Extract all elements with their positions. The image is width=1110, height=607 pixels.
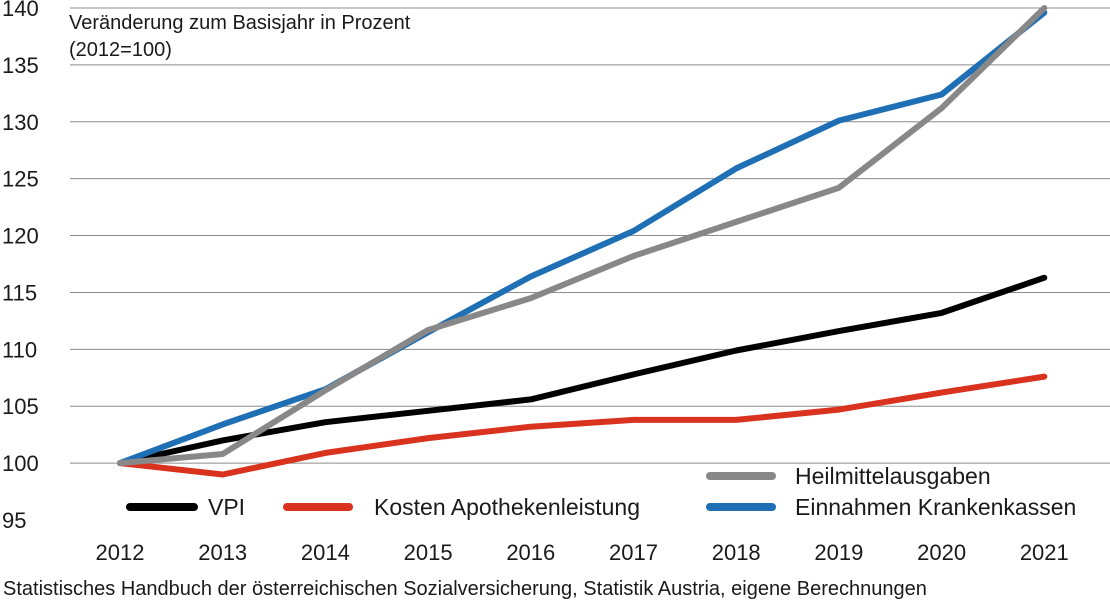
x-tick-label: 2018	[712, 540, 761, 565]
gridlines	[70, 7, 1110, 464]
legend-label: Heilmittelausgaben	[795, 463, 991, 489]
x-tick-label: 2012	[96, 540, 145, 565]
series-line-1	[117, 373, 1048, 478]
y-axis-tick-labels: 95 100 105 110 115 120 125 130 135 140	[2, 0, 39, 533]
y-tick-label: 95	[2, 508, 26, 533]
x-tick-label: 2014	[301, 540, 350, 565]
y-tick-label: 105	[2, 394, 39, 419]
chart-subtitle-line-2: (2012=100)	[69, 39, 172, 61]
chart-subtitle-line-1: Veränderung zum Basisjahr in Prozent	[69, 12, 411, 34]
series-line-2	[117, 5, 1048, 467]
y-tick-label: 130	[2, 110, 39, 135]
x-tick-label: 2019	[814, 540, 863, 565]
series-lines	[117, 5, 1048, 478]
legend-label: Einnahmen Krankenkassen	[795, 494, 1076, 520]
x-tick-label: 2016	[506, 540, 555, 565]
y-tick-label: 115	[2, 280, 37, 305]
y-tick-label: 135	[2, 53, 39, 78]
x-axis-tick-labels: 2012 2013 2014 2015 2016 2017 2018 2019 2020 2021	[96, 540, 1069, 565]
series-line-0	[117, 274, 1048, 467]
y-tick-label: 120	[2, 224, 39, 249]
legend: VPI Kosten Apothekenleistung Heilmittelaus…	[126, 463, 1076, 520]
y-tick-label: 125	[2, 167, 39, 192]
legend-label: VPI	[208, 494, 245, 520]
series-line-3	[117, 9, 1048, 467]
x-tick-label: 2017	[609, 540, 658, 565]
y-tick-label: 140	[2, 0, 39, 21]
source-note: Statistisches Handbuch der österreichisc…	[3, 578, 927, 600]
legend-label: Kosten Apothekenleistung	[374, 494, 640, 520]
x-tick-label: 2020	[917, 540, 966, 565]
x-tick-label: 2021	[1020, 540, 1069, 565]
y-tick-label: 100	[2, 451, 39, 476]
chart-subtitle: Veränderung zum Basisjahr in Prozent (20…	[69, 10, 417, 64]
x-tick-label: 2015	[404, 540, 453, 565]
y-tick-label: 110	[2, 337, 37, 362]
x-tick-label: 2013	[198, 540, 247, 565]
